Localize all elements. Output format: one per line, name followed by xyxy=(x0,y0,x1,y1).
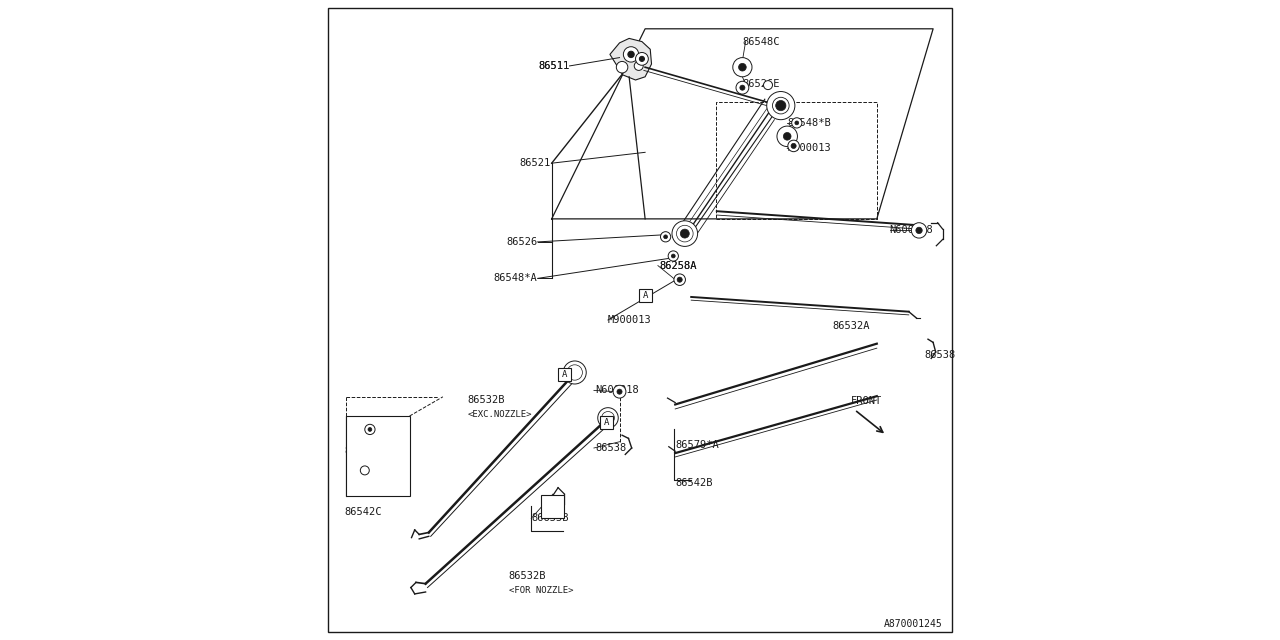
Text: 86655B: 86655B xyxy=(531,513,568,524)
Circle shape xyxy=(617,61,627,73)
Circle shape xyxy=(739,63,746,71)
Text: <EXC.NOZZLE>: <EXC.NOZZLE> xyxy=(467,410,531,419)
Text: 86511: 86511 xyxy=(539,61,570,71)
Text: N600018: N600018 xyxy=(890,225,933,236)
Circle shape xyxy=(668,251,678,261)
Circle shape xyxy=(369,428,372,431)
Bar xyxy=(639,289,652,302)
Text: 86526: 86526 xyxy=(507,237,538,247)
Bar xyxy=(541,495,564,518)
Text: N600018: N600018 xyxy=(595,385,639,396)
Circle shape xyxy=(640,56,645,61)
Text: 86258A: 86258A xyxy=(659,260,696,271)
Circle shape xyxy=(736,81,749,94)
Circle shape xyxy=(767,92,795,120)
Text: M900013: M900013 xyxy=(608,315,652,325)
Circle shape xyxy=(673,274,686,285)
Bar xyxy=(346,416,410,496)
Circle shape xyxy=(623,47,639,62)
Text: 86511: 86511 xyxy=(539,61,570,71)
Text: 86538: 86538 xyxy=(924,350,956,360)
Text: FRONT: FRONT xyxy=(851,396,882,406)
Circle shape xyxy=(911,223,927,238)
Circle shape xyxy=(772,97,788,114)
Circle shape xyxy=(763,81,773,90)
Polygon shape xyxy=(609,38,652,80)
Circle shape xyxy=(791,118,801,128)
Circle shape xyxy=(361,466,370,475)
Circle shape xyxy=(627,51,635,58)
Circle shape xyxy=(795,121,799,125)
Text: 86258A: 86258A xyxy=(659,260,696,271)
Text: 86542C: 86542C xyxy=(344,507,381,517)
Text: 86532A: 86532A xyxy=(832,321,869,332)
Text: A: A xyxy=(643,291,648,300)
Circle shape xyxy=(733,58,753,77)
Circle shape xyxy=(635,61,644,70)
Circle shape xyxy=(791,143,796,148)
Text: 86542B: 86542B xyxy=(676,478,713,488)
Text: <FOR NOZZLE>: <FOR NOZZLE> xyxy=(508,586,573,595)
Circle shape xyxy=(783,132,791,140)
Circle shape xyxy=(788,140,800,152)
Text: 86532B: 86532B xyxy=(508,571,547,581)
Circle shape xyxy=(916,227,923,234)
Circle shape xyxy=(563,361,586,384)
Text: A: A xyxy=(562,370,567,379)
Text: 86538: 86538 xyxy=(595,443,626,453)
Circle shape xyxy=(677,277,682,282)
Circle shape xyxy=(663,235,668,239)
Circle shape xyxy=(676,225,694,242)
Text: 86526E: 86526E xyxy=(742,79,780,90)
Bar xyxy=(558,368,571,381)
Circle shape xyxy=(777,126,797,147)
Circle shape xyxy=(617,389,622,394)
Text: 86532B: 86532B xyxy=(467,395,504,405)
Text: 86548*B: 86548*B xyxy=(787,118,831,128)
Text: M900013: M900013 xyxy=(787,143,831,154)
Text: 86579*B: 86579*B xyxy=(344,446,388,456)
Bar xyxy=(600,416,613,429)
Circle shape xyxy=(636,52,649,65)
Text: 86548C: 86548C xyxy=(742,36,780,47)
Circle shape xyxy=(604,414,612,422)
Circle shape xyxy=(740,85,745,90)
Circle shape xyxy=(567,365,582,380)
Circle shape xyxy=(365,424,375,435)
Circle shape xyxy=(598,408,618,428)
Circle shape xyxy=(776,100,786,111)
Text: 86548*A: 86548*A xyxy=(494,273,538,284)
Circle shape xyxy=(602,412,614,424)
Text: 86521: 86521 xyxy=(520,158,550,168)
Text: A870001245: A870001245 xyxy=(883,619,942,629)
Circle shape xyxy=(613,385,626,398)
Circle shape xyxy=(672,254,676,258)
Circle shape xyxy=(672,221,698,246)
Circle shape xyxy=(660,232,671,242)
Circle shape xyxy=(681,229,689,238)
Circle shape xyxy=(571,368,580,377)
Text: 86579*A: 86579*A xyxy=(676,440,719,450)
Text: A: A xyxy=(604,418,609,427)
